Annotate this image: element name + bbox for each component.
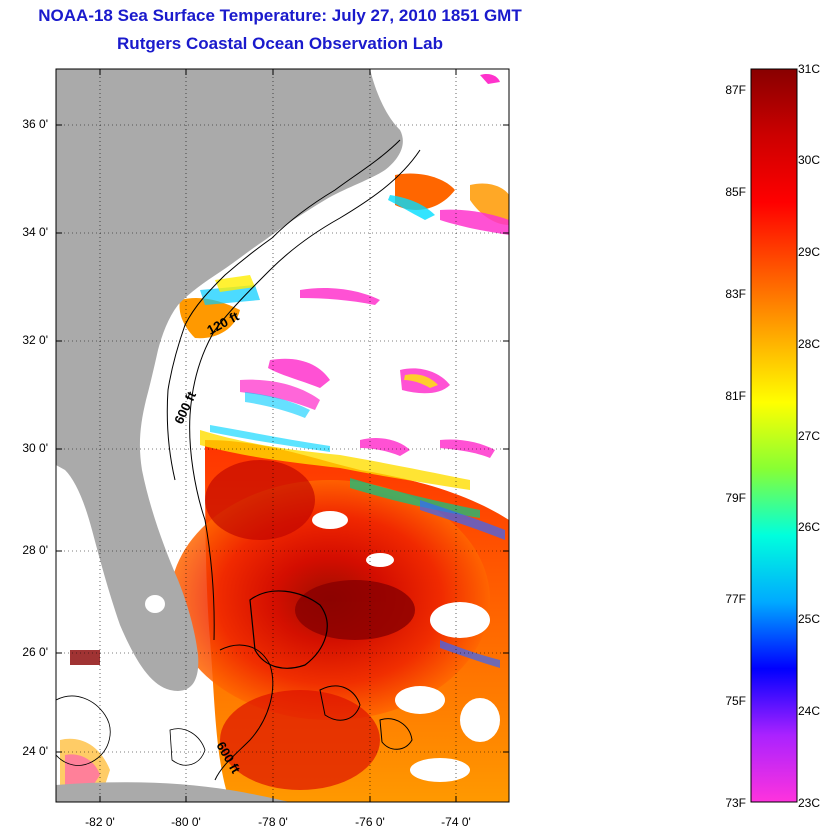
colorbar-celsius-label: 24C [798,704,821,718]
colorbar-fahrenheit-label: 75F [725,694,746,708]
lon-label: -74 0' [441,815,471,829]
colorbar-fahrenheit-label: 77F [725,592,746,606]
colorbar [750,68,798,803]
colorbar-fahrenheit-label: 83F [725,287,746,301]
lat-label: 26 0' [22,645,48,659]
colorbar-fahrenheit-label: 79F [725,491,746,505]
colorbar-celsius-label: 23C [798,796,821,810]
lat-label: 34 0' [22,225,48,239]
lat-label: 28 0' [22,543,48,557]
map-frame [55,68,510,803]
colorbar-celsius-label: 30C [798,153,821,167]
map-subtitle: Rutgers Coastal Ocean Observation Lab [117,34,443,53]
lake [145,595,165,613]
lon-label: -80 0' [171,815,201,829]
colorbar-fahrenheit-label: 73F [725,796,746,810]
land-mass [56,69,403,691]
colorbar-celsius-label: 27C [798,429,821,443]
colorbar-celsius-label: 25C [798,612,821,626]
contour-600ft [189,149,421,641]
lat-label: 24 0' [22,744,48,758]
lon-label: -82 0' [85,815,115,829]
colorbar-celsius-label: 31C [798,62,821,76]
lat-label: 36 0' [22,117,48,131]
contour-120ft [166,139,401,481]
colorbar-celsius-label: 26C [798,520,821,534]
cuba [56,782,290,802]
colorbar-fahrenheit-label: 81F [725,389,746,403]
lon-label: -78 0' [258,815,288,829]
colorbar-celsius-label: 29C [798,245,821,259]
colorbar-celsius-label: 28C [798,337,821,351]
colorbar-fahrenheit-label: 85F [725,185,746,199]
map-title: NOAA-18 Sea Surface Temperature: July 27… [38,6,522,25]
lat-label: 30 0' [22,441,48,455]
colorbar-fahrenheit-label: 87F [725,83,746,97]
colorbar-ramp [751,69,797,802]
lat-label: 32 0' [22,333,48,347]
lon-label: -76 0' [355,815,385,829]
